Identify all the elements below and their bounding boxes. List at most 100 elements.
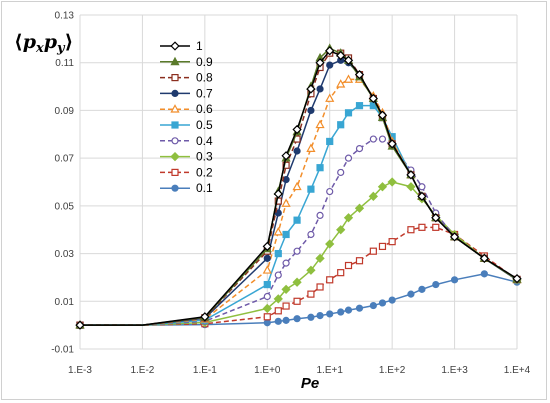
- data-point: [388, 238, 396, 246]
- series-line: [80, 78, 518, 326]
- data-point: [273, 294, 283, 304]
- legend-marker: [170, 41, 180, 51]
- data-point: [355, 102, 364, 110]
- data-point: [344, 154, 353, 162]
- data-point: [378, 299, 387, 307]
- data-point: [307, 290, 315, 298]
- data-point: [406, 182, 416, 192]
- data-point: [336, 225, 346, 235]
- legend-marker: [171, 89, 179, 98]
- data-point: [293, 216, 301, 224]
- x-tick-label: 1.E-2: [130, 365, 154, 376]
- legend-marker: [171, 73, 179, 82]
- data-point: [326, 310, 334, 318]
- data-point: [355, 257, 364, 265]
- series-0-7: [76, 56, 521, 329]
- legend-item: 0.5: [160, 118, 213, 132]
- data-point: [369, 247, 377, 255]
- data-point: [306, 265, 316, 275]
- data-point: [262, 241, 272, 252]
- data-point: [274, 317, 282, 325]
- data-point: [306, 84, 316, 94]
- data-point: [417, 191, 427, 201]
- data-point: [343, 55, 354, 65]
- data-point: [432, 280, 440, 289]
- legend-label: 0.6: [196, 102, 213, 116]
- data-point: [263, 292, 271, 301]
- legend-label: 0.8: [196, 71, 213, 85]
- data-point: [355, 145, 364, 153]
- data-point: [281, 198, 291, 207]
- data-point: [378, 135, 387, 143]
- legend-label: 0.1: [196, 181, 213, 195]
- y-tick-label: 0.03: [55, 249, 75, 260]
- data-point: [387, 139, 397, 149]
- data-point: [337, 121, 345, 129]
- data-point: [388, 296, 396, 304]
- data-point: [316, 312, 324, 320]
- data-point: [337, 168, 345, 177]
- data-point: [377, 110, 388, 120]
- data-point: [418, 223, 426, 231]
- data-point: [307, 106, 315, 115]
- data-point: [407, 226, 415, 234]
- y-tick-label: 0.05: [55, 201, 75, 212]
- data-point: [273, 227, 283, 236]
- data-point: [273, 189, 283, 199]
- x-axis-label: Pe: [301, 375, 319, 392]
- series-line: [80, 59, 518, 326]
- data-point: [431, 213, 441, 223]
- data-point: [315, 58, 325, 68]
- data-point: [316, 283, 324, 291]
- data-point: [200, 312, 210, 322]
- legend-marker: [171, 137, 179, 145]
- data-point: [326, 187, 334, 196]
- legend-label: 0.5: [196, 118, 213, 132]
- y-tick-label: 0.07: [55, 154, 75, 165]
- data-point: [274, 271, 282, 279]
- data-point: [292, 277, 302, 287]
- data-point: [369, 135, 377, 143]
- y-tick-label: 0.11: [55, 58, 74, 69]
- data-point: [263, 319, 271, 327]
- data-point: [354, 203, 365, 213]
- data-point: [282, 259, 290, 267]
- data-point: [479, 253, 490, 263]
- data-point: [293, 147, 301, 155]
- y-axis-label: ⟨pxpy⟩: [14, 31, 73, 56]
- data-point: [343, 213, 354, 223]
- y-tick-label: 0.13: [55, 11, 75, 22]
- data-point: [369, 301, 377, 310]
- legend: 1 0.9 0.80.7 0.6 0.5 0.4 0.30.2 0.1: [160, 39, 213, 195]
- data-point: [307, 185, 315, 193]
- x-tick-label: 1.E+4: [504, 365, 531, 376]
- data-point: [274, 307, 282, 315]
- x-tick-label: 1.E-1: [193, 365, 217, 376]
- legend-item: 1: [160, 39, 203, 53]
- series-1: [75, 46, 522, 330]
- series-group: [75, 43, 522, 330]
- data-point: [450, 276, 459, 284]
- data-point: [316, 85, 324, 93]
- legend-label: 0.4: [196, 134, 213, 148]
- x-tick-label: 1.E+2: [379, 365, 406, 376]
- series-line: [80, 50, 518, 326]
- data-point: [336, 50, 346, 61]
- data-point: [344, 109, 353, 117]
- data-point: [368, 93, 378, 104]
- x-tick-label: 1.E+1: [317, 365, 344, 376]
- data-point: [344, 306, 353, 314]
- data-point: [282, 316, 290, 324]
- legend-marker: [170, 56, 180, 66]
- series-0-6: [75, 74, 522, 329]
- data-point: [281, 151, 291, 161]
- data-point: [315, 119, 325, 129]
- legend-label: 1: [196, 39, 203, 53]
- data-point: [377, 182, 388, 192]
- data-point: [293, 247, 301, 255]
- legend-item: 0.1: [160, 181, 213, 195]
- data-point: [343, 74, 354, 83]
- data-point: [262, 265, 272, 274]
- data-point: [315, 253, 325, 263]
